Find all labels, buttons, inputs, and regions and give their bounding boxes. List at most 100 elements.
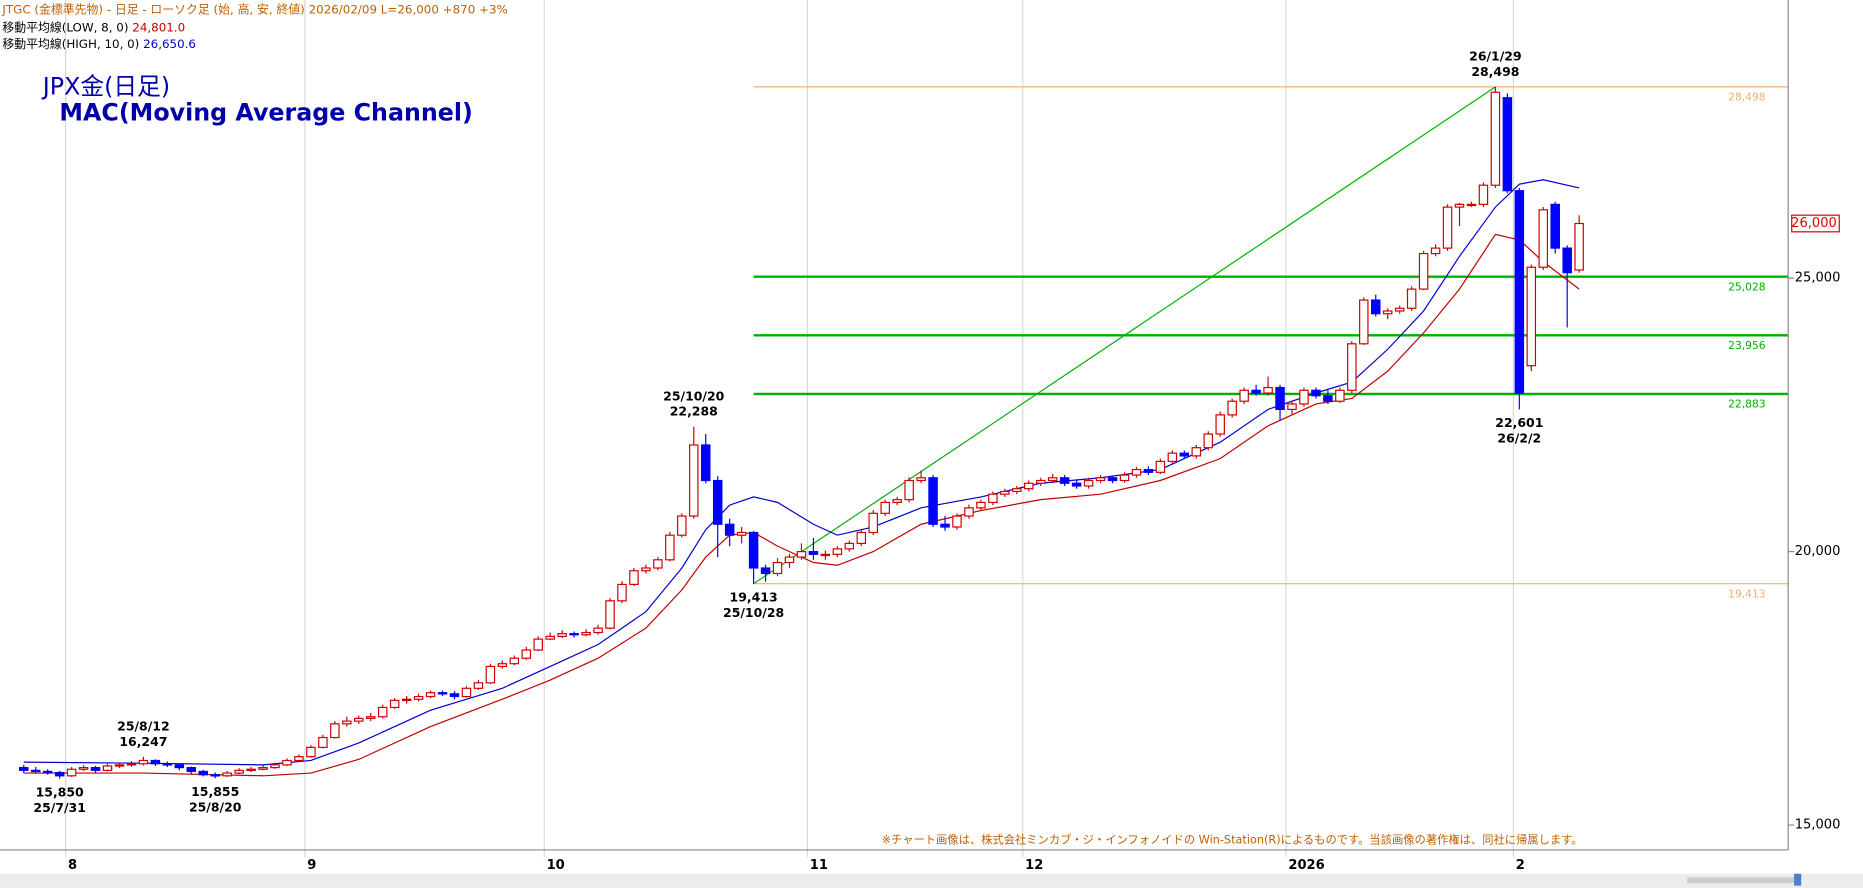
candle-body bbox=[1012, 488, 1022, 493]
annotation-price: 22,601 bbox=[1495, 415, 1543, 430]
candle-body bbox=[653, 559, 663, 569]
candle-body bbox=[988, 493, 998, 503]
candle-body bbox=[1167, 452, 1178, 462]
annotation-date: 25/8/20 bbox=[189, 799, 242, 814]
candle-body bbox=[1382, 310, 1393, 315]
candle-body bbox=[1562, 247, 1572, 274]
candle-body bbox=[796, 551, 807, 558]
candle-body bbox=[1430, 247, 1441, 255]
candle-body bbox=[1179, 452, 1190, 457]
candle-body bbox=[437, 692, 448, 695]
indicator-line: 移動平均線(HIGH, 10, 0) 26,650.6 bbox=[2, 36, 196, 50]
candle-body bbox=[497, 663, 508, 668]
candle-body bbox=[1490, 91, 1501, 186]
candle-body bbox=[246, 768, 256, 772]
candle-body bbox=[114, 764, 125, 767]
annotation-date: 25/10/28 bbox=[723, 605, 784, 620]
candle-body bbox=[1514, 190, 1525, 394]
candle-body bbox=[964, 507, 974, 517]
candle-body bbox=[1024, 482, 1034, 490]
y-tick-label: 25,000 bbox=[1795, 271, 1841, 286]
candle-body bbox=[1538, 209, 1549, 268]
indicator-value: 24,801.0 bbox=[132, 20, 185, 34]
candle-body bbox=[784, 556, 795, 564]
candle-body bbox=[808, 551, 819, 555]
annotation-price: 19,413 bbox=[730, 589, 778, 604]
candle-body bbox=[916, 477, 926, 482]
scrollbar-thumb[interactable] bbox=[1794, 873, 1802, 886]
candle-body bbox=[1000, 490, 1010, 495]
candle-body bbox=[198, 770, 208, 776]
candle-body bbox=[880, 501, 890, 514]
candle-body bbox=[1083, 479, 1094, 487]
candle-body bbox=[1454, 203, 1465, 208]
last-price-tag bbox=[1791, 214, 1840, 233]
candle-body bbox=[1394, 307, 1405, 312]
candle-body bbox=[1311, 389, 1321, 397]
x-tick-label: 10 bbox=[547, 858, 565, 873]
y-tick-label: 20,000 bbox=[1795, 544, 1841, 559]
scrollbar-slider[interactable] bbox=[1687, 877, 1795, 884]
candle-body bbox=[605, 600, 615, 629]
moving-average-line bbox=[23, 179, 1580, 766]
chart-subtitle: MAC(Moving Average Channel) bbox=[59, 99, 472, 127]
candle-body bbox=[1478, 184, 1489, 205]
candle-body bbox=[19, 767, 29, 771]
credit-note: ※チャート画像は、株式会社ミンカブ・ジ・インフォノイドの Win-Station… bbox=[882, 832, 1583, 846]
moving-average-line bbox=[23, 233, 1580, 777]
candle-body bbox=[1227, 400, 1237, 416]
indicator-value: 26,650.6 bbox=[143, 36, 196, 50]
candle-body bbox=[665, 534, 675, 561]
candle-body bbox=[1059, 477, 1070, 484]
candle-body bbox=[78, 767, 89, 770]
candle-body bbox=[1299, 389, 1309, 405]
grid-layer bbox=[65, 0, 1789, 858]
candle-body bbox=[1191, 447, 1202, 457]
candle-body bbox=[892, 499, 902, 503]
annotation-price: 22,288 bbox=[670, 404, 718, 419]
candle-body bbox=[736, 531, 747, 536]
candle-body bbox=[868, 512, 878, 534]
candle-body bbox=[389, 699, 400, 709]
level-label: 28,498 bbox=[1728, 91, 1766, 104]
candle-body bbox=[617, 583, 627, 602]
level-label: 22,883 bbox=[1728, 398, 1765, 411]
candle-body bbox=[677, 515, 687, 536]
candle-body bbox=[1107, 477, 1118, 482]
candle-body bbox=[976, 501, 986, 509]
candle-body bbox=[1287, 403, 1297, 411]
candle-body bbox=[401, 698, 412, 702]
candle-body bbox=[186, 767, 197, 773]
candle-body bbox=[928, 477, 938, 525]
candle-body bbox=[581, 631, 591, 636]
candle-body bbox=[162, 763, 173, 766]
candle-body bbox=[1251, 389, 1261, 394]
candle-body bbox=[1047, 477, 1058, 482]
annotation-date: 26/1/29 bbox=[1469, 49, 1521, 64]
candle-body bbox=[174, 764, 185, 769]
candle-body bbox=[42, 770, 53, 774]
x-tick-label: 11 bbox=[810, 858, 828, 873]
candle-body bbox=[760, 567, 771, 575]
candle-body bbox=[509, 657, 520, 665]
candle-body bbox=[306, 746, 316, 758]
header-line: JTGC (金標準先物) - 日足 - ローソク足 (始, 高, 安, 終値) … bbox=[1, 2, 507, 16]
indicator-line: 移動平均線(LOW, 8, 0) 24,801.0 bbox=[2, 20, 185, 34]
candle-body bbox=[557, 633, 567, 637]
candle-body bbox=[234, 769, 244, 774]
candle-body bbox=[1526, 266, 1537, 367]
annotation-date: 25/7/31 bbox=[33, 800, 85, 815]
level-label: 19,413 bbox=[1728, 587, 1765, 600]
candle-body bbox=[1347, 343, 1357, 391]
indicator-name: 移動平均線(LOW, 8, 0) bbox=[2, 20, 128, 34]
candle-body bbox=[222, 772, 232, 777]
candle-body bbox=[1466, 203, 1477, 207]
candle-body bbox=[1095, 477, 1106, 482]
candle-body bbox=[354, 717, 364, 722]
candle-body bbox=[294, 756, 304, 762]
candle-body bbox=[1359, 299, 1369, 345]
scrollbar-track[interactable] bbox=[0, 873, 1863, 888]
candle-body bbox=[712, 479, 723, 525]
